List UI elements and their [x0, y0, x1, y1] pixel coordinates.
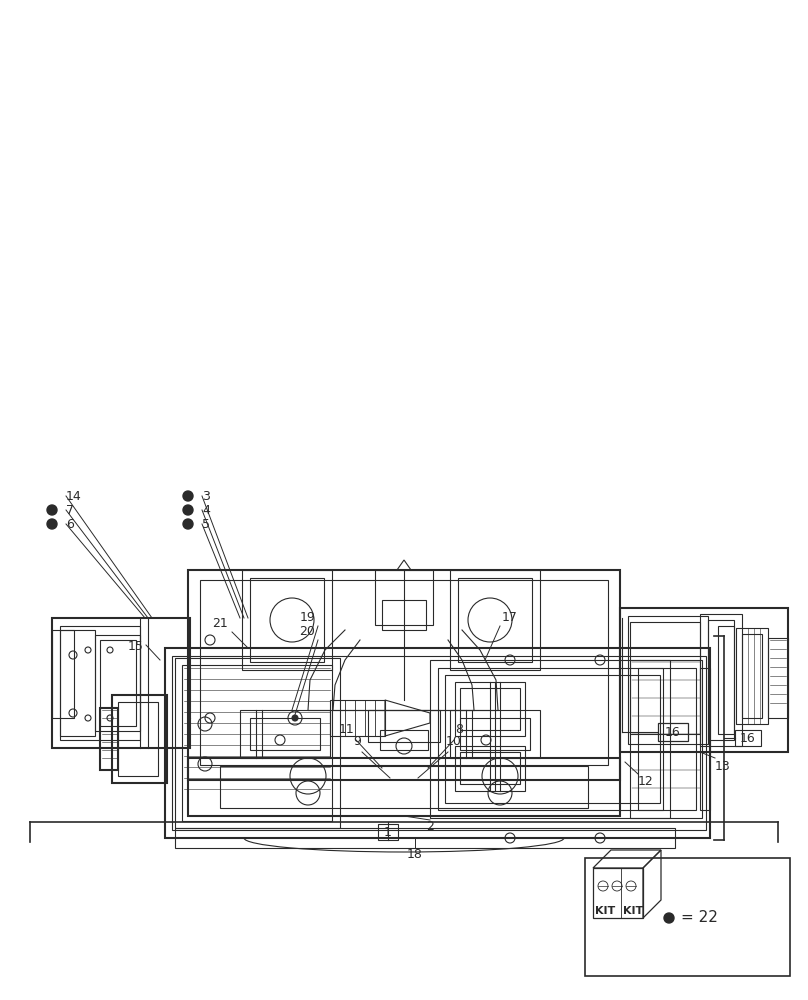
Bar	[378, 824, 398, 840]
Bar	[250, 578, 324, 662]
Bar	[460, 752, 520, 784]
Text: 7: 7	[66, 504, 74, 516]
Bar	[188, 570, 620, 780]
Bar	[242, 570, 332, 670]
Bar	[455, 682, 525, 736]
Text: 18: 18	[407, 848, 423, 861]
Bar	[240, 710, 330, 758]
Circle shape	[47, 519, 57, 529]
Text: 9: 9	[353, 735, 361, 748]
Circle shape	[183, 519, 193, 529]
Text: 16: 16	[665, 726, 681, 738]
Bar	[658, 723, 688, 741]
Bar	[100, 708, 118, 770]
Bar	[175, 828, 675, 848]
Bar	[700, 668, 710, 810]
Bar	[450, 710, 540, 758]
Bar	[450, 570, 540, 670]
Bar	[60, 626, 140, 740]
Text: 19: 19	[299, 611, 315, 624]
Bar	[742, 634, 762, 718]
Text: 2: 2	[426, 820, 434, 833]
Bar	[438, 668, 663, 810]
Bar	[188, 758, 620, 816]
Bar	[628, 616, 708, 744]
Circle shape	[183, 505, 193, 515]
Bar	[735, 730, 761, 746]
Bar	[708, 620, 734, 740]
Bar	[112, 695, 167, 783]
Text: KIT: KIT	[595, 906, 615, 916]
Text: KIT: KIT	[623, 906, 643, 916]
Text: 17: 17	[502, 611, 518, 624]
Circle shape	[183, 491, 193, 501]
Bar	[380, 730, 428, 750]
Text: 15: 15	[128, 640, 144, 653]
Text: 3: 3	[202, 489, 210, 502]
Circle shape	[47, 505, 57, 515]
Bar	[460, 718, 530, 750]
Circle shape	[292, 715, 298, 721]
Text: = 22: = 22	[681, 910, 718, 926]
Bar	[736, 628, 768, 724]
Bar	[768, 638, 788, 718]
Bar	[638, 668, 696, 810]
Bar	[95, 635, 140, 731]
Bar	[458, 578, 532, 662]
Text: 13: 13	[715, 760, 730, 773]
Bar	[455, 746, 525, 791]
Text: 12: 12	[638, 775, 654, 788]
Bar	[430, 660, 670, 818]
Bar	[630, 622, 700, 734]
Bar	[620, 608, 788, 752]
Bar	[585, 858, 790, 976]
Bar	[182, 665, 332, 821]
Text: 10: 10	[446, 735, 462, 748]
Text: 11: 11	[339, 723, 354, 736]
Bar	[118, 702, 158, 776]
Bar	[375, 570, 433, 625]
Bar	[100, 640, 136, 726]
Bar	[382, 600, 426, 630]
Bar	[175, 658, 340, 828]
Text: 8: 8	[455, 723, 463, 736]
Text: 21: 21	[213, 617, 228, 630]
Bar	[52, 618, 190, 748]
Bar	[445, 675, 660, 803]
Bar	[52, 630, 74, 718]
Bar	[368, 710, 440, 742]
Bar	[630, 660, 702, 818]
Bar	[250, 718, 320, 750]
Text: 1: 1	[384, 826, 392, 838]
Text: 14: 14	[66, 489, 82, 502]
Bar	[60, 630, 95, 736]
Bar	[220, 766, 588, 808]
Text: 16: 16	[740, 732, 755, 744]
Bar	[718, 626, 734, 734]
Circle shape	[664, 913, 674, 923]
Text: 4: 4	[202, 504, 210, 516]
Bar	[200, 580, 608, 765]
Bar	[700, 614, 742, 746]
Bar	[330, 700, 385, 736]
Bar	[165, 648, 710, 838]
Bar	[460, 688, 520, 730]
Text: 20: 20	[299, 625, 315, 638]
Text: 6: 6	[66, 518, 74, 530]
Bar	[172, 656, 706, 830]
Text: 5: 5	[202, 518, 210, 530]
